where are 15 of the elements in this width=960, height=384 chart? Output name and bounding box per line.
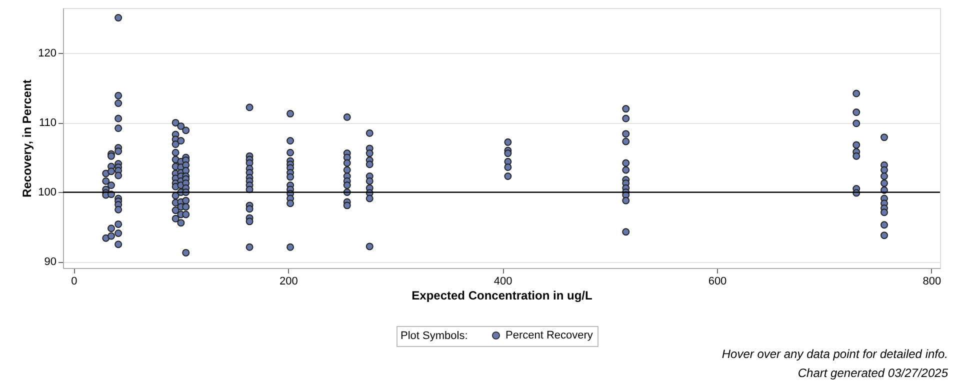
legend-title: Plot Symbols: <box>400 330 468 342</box>
x-tick-label: 0 <box>71 276 78 288</box>
text: Hover over any data point for detailed info. <box>722 347 948 361</box>
x-tick-label: 400 <box>494 276 512 288</box>
y-axis-title: Recovery, in Percent <box>20 80 34 198</box>
x-axis-title: Expected Concentration in ug/L <box>412 288 592 302</box>
x-tick-label: 600 <box>708 276 727 288</box>
x-tick-label: 200 <box>279 276 298 288</box>
y-tick-label: 110 <box>38 117 56 130</box>
y-tick-label: 100 <box>38 186 56 199</box>
text: Chart generated 03/27/2025 <box>798 366 948 380</box>
x-tick-label: 800 <box>922 276 942 288</box>
y-tick-label: 120 <box>38 48 56 60</box>
y-tick-label: 90 <box>44 256 56 268</box>
legend-label: Percent Recovery <box>506 330 594 342</box>
